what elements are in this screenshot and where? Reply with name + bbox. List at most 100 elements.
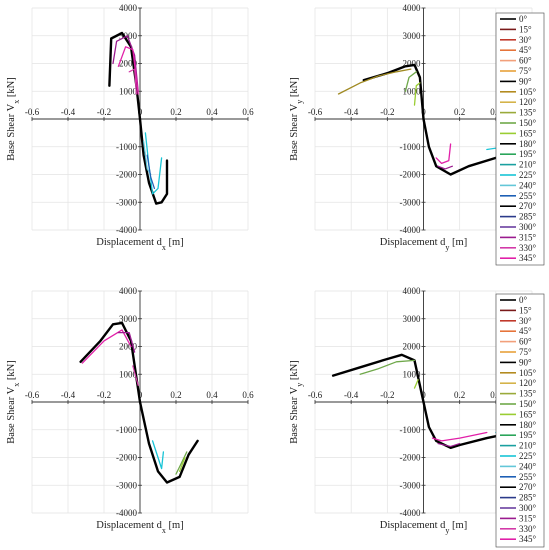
legend-label: 315°: [519, 232, 537, 242]
y-tick-label: 4000: [119, 3, 138, 13]
x-axis-label: Displacement dy [m]: [380, 237, 467, 252]
series-line-3: [117, 331, 136, 353]
x-tick-label: 0.4: [206, 390, 218, 400]
series-line-6: [175, 451, 188, 475]
x-tick-label: -0.4: [61, 107, 76, 117]
y-tick-label: -1000: [400, 142, 421, 152]
y-tick-label: -1000: [116, 425, 137, 435]
x-tick-label: 0.4: [206, 107, 218, 117]
x-tick-label: 0.6: [242, 107, 254, 117]
legend-label: 225°: [519, 451, 537, 461]
x-tick-label: 0.2: [454, 107, 465, 117]
legend-label: 60°: [519, 56, 532, 66]
y-tick-label: 2000: [119, 59, 138, 69]
series-line-6: [437, 165, 453, 170]
legend-label: 0°: [519, 14, 528, 24]
legend-label: 330°: [519, 243, 537, 253]
legend-label: 255°: [519, 191, 537, 201]
x-tick-label: -0.2: [380, 107, 394, 117]
legend-box: [495, 293, 545, 548]
legend-label: 195°: [519, 149, 537, 159]
x-tick-label: 0.2: [454, 390, 465, 400]
y-tick-label: 3000: [403, 31, 422, 41]
y-tick-label: -3000: [116, 480, 137, 490]
legend-label: 285°: [519, 212, 537, 222]
legend-label: 180°: [519, 139, 537, 149]
legend-label: 135°: [519, 389, 537, 399]
y-tick-label: -2000: [400, 453, 421, 463]
chart-panels: -0.6 -0.4 -0.2 0 0.2 0.4 0.6 4000 3000 2000 1000 -1…: [6, 3, 538, 535]
y-tick-label: 1000: [403, 86, 422, 96]
x-tick-label: -0.6: [25, 107, 40, 117]
legend-label: 30°: [519, 35, 532, 45]
y-axis-label: Base Shear Vx [kN]: [6, 360, 21, 443]
legend-label: 75°: [519, 66, 532, 76]
series-line-2: [112, 35, 139, 92]
y-axis-label: Base Shear Vx [kN]: [6, 77, 21, 160]
series-group: [331, 353, 516, 449]
legend-label: 240°: [519, 180, 537, 190]
legend-label: 270°: [519, 482, 537, 492]
series-line-2: [81, 329, 132, 364]
series-group: [79, 321, 199, 484]
x-tick-label: -0.6: [308, 390, 323, 400]
y-tick-label: 1000: [403, 369, 422, 379]
legend-label: 225°: [519, 170, 537, 180]
legend-box: [495, 12, 545, 266]
legend-label: 150°: [519, 399, 537, 409]
x-tick-label: 0.6: [242, 390, 254, 400]
legend-label: 30°: [519, 316, 532, 326]
y-tick-label: 3000: [119, 31, 138, 41]
legend-label: 270°: [519, 201, 537, 211]
y-axis-label: Base Shear Vy [kN]: [289, 77, 304, 160]
series-line-5: [151, 440, 165, 470]
legend-label: 90°: [519, 357, 532, 367]
legend: 0°15°30°45°60°75°90°105°120°135°150°165°…: [495, 12, 545, 266]
series-line-1: [362, 63, 516, 176]
series-line-4: [431, 431, 488, 442]
legend-label: 195°: [519, 430, 537, 440]
series-line-3: [117, 46, 139, 95]
series-line-2: [337, 68, 412, 95]
series-line-1: [331, 353, 516, 449]
x-tick-label: 0: [138, 390, 143, 400]
legend-label: 180°: [519, 420, 537, 430]
y-axis-label: Base Shear Vy [kN]: [289, 360, 304, 443]
x-axis-label: Displacement dx [m]: [96, 237, 183, 252]
y-tick-label: 2000: [119, 342, 138, 352]
y-tick-label: -4000: [400, 508, 421, 518]
y-tick-label: -3000: [116, 197, 137, 207]
legends: 0°15°30°45°60°75°90°105°120°135°150°165°…: [495, 12, 545, 548]
x-tick-label: -0.4: [344, 107, 359, 117]
legend-label: 345°: [519, 534, 537, 544]
y-tick-label: -3000: [400, 197, 421, 207]
series-line-2: [359, 359, 416, 375]
x-tick-label: -0.4: [61, 390, 76, 400]
legend-label: 255°: [519, 472, 537, 482]
x-tick-label: -0.6: [308, 107, 323, 117]
legend-label: 105°: [519, 368, 537, 378]
y-tick-label: 2000: [403, 59, 422, 69]
series-group: [337, 63, 516, 176]
y-tick-label: -1000: [400, 425, 421, 435]
x-tick-label: -0.6: [25, 390, 40, 400]
x-tick-label: 0.2: [170, 390, 181, 400]
x-tick-label: 0.2: [170, 107, 181, 117]
legend-label: 15°: [519, 24, 532, 34]
y-tick-label: -4000: [116, 508, 137, 518]
legend-label: 75°: [519, 347, 532, 357]
x-tick-label: 0: [421, 390, 426, 400]
series-line-5: [435, 143, 452, 165]
y-tick-label: 4000: [119, 286, 138, 296]
y-tick-label: 4000: [403, 286, 422, 296]
legend-label: 105°: [519, 87, 537, 97]
series-line-4: [132, 365, 139, 386]
legend-label: 330°: [519, 524, 537, 534]
legend-label: 300°: [519, 222, 537, 232]
y-tick-label: 4000: [403, 3, 422, 13]
series-line-7: [179, 456, 186, 472]
series-line-4: [413, 82, 421, 106]
y-tick-label: -2000: [116, 453, 137, 463]
legend-label: 210°: [519, 441, 537, 451]
